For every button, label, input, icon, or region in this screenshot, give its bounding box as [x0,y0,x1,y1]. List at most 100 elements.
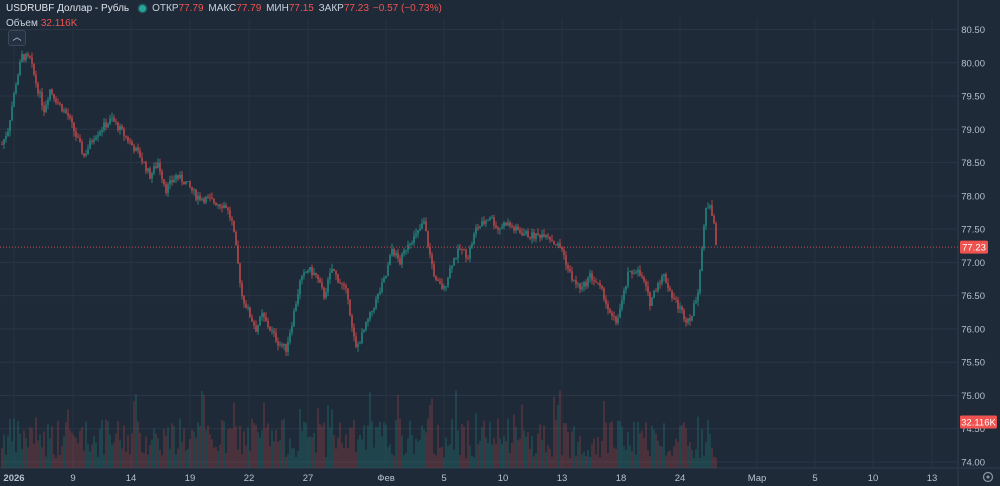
volume-bar [577,442,579,468]
volume-bar [197,422,199,468]
volume-bar [107,421,109,468]
volume-bar [213,447,215,468]
candle-body [695,300,697,304]
candle-body [457,248,459,259]
y-tick-label: 76.00 [961,324,985,335]
candle-body [679,306,681,309]
symbol-name[interactable]: USDRUBF Доллар - Рубль [6,3,130,14]
candle-body [375,298,377,309]
volume-bar [475,413,477,468]
candle-body [355,336,357,347]
chevron-up-icon[interactable]: ︿ [8,30,26,46]
candle-body [53,93,55,99]
x-tick-label: 27 [303,473,314,484]
candle-body [111,117,113,119]
candle-body [115,121,117,123]
candle-body [633,273,635,274]
volume-bar [371,421,373,468]
volume-bar [55,457,57,468]
y-tick-label: 75.50 [961,358,985,369]
volume-bar [409,420,411,468]
candle-body [431,254,433,265]
candle-body [455,258,457,260]
volume-bar [461,423,463,468]
candle-body [535,233,537,239]
candle-body [655,291,657,292]
volume-bar [97,456,99,468]
volume-bar [227,429,229,468]
candle-body [363,329,365,333]
volume-bar [317,408,319,468]
volume-bar [115,433,117,468]
volume-bar [605,422,607,468]
volume-bar [501,444,503,468]
volume-bar [109,434,111,468]
candle-body [349,299,351,316]
candle-body [409,243,411,245]
x-tick-label: 13 [927,473,938,484]
volume-bar [389,444,391,468]
candle-body [577,283,579,285]
volume-bar [185,450,187,468]
volume-bar [579,435,581,468]
candle-body [569,268,571,272]
volume-bar [249,450,251,468]
candle-body [425,221,427,232]
volume-bar [667,451,669,468]
candle-body [605,299,607,304]
volume-bar [77,443,79,468]
volume-bar [411,434,413,468]
volume-bar [313,432,315,468]
candle-body [341,283,343,285]
volume-bar [281,420,283,468]
candle-body [179,174,181,179]
candle-body [703,225,705,249]
x-tick-label: 5 [441,473,446,484]
volume-bar [399,418,401,468]
volume-bar [21,449,23,468]
candle-body [555,244,557,246]
candle-body [227,207,229,211]
volume-bar [591,444,593,468]
volume-bar [679,426,681,468]
candle-body [253,321,255,326]
volume-bar [153,428,155,468]
volume-bar [19,433,21,468]
candle-body [421,223,423,229]
volume-bar [207,425,209,468]
candle-body [399,258,401,265]
volume-bar [241,454,243,468]
volume-bar [479,440,481,468]
volume-bar [487,443,489,468]
volume-bar [1,448,3,468]
candle-body [509,222,511,227]
candle-body [85,154,87,156]
volume-bar [589,456,591,468]
volume-bar [497,418,499,468]
candle-body [267,320,269,327]
candle-body [51,89,53,94]
candle-body [539,234,541,239]
volume-bar [267,423,269,468]
candle-body [175,175,177,180]
candle-body [249,307,251,318]
candle-body [19,61,21,76]
volume-bar [343,447,345,468]
volume-bar [551,456,553,468]
volume-bar [373,447,375,468]
volume-bar [697,416,699,468]
volume-bar [687,445,689,468]
candle-body [567,265,569,269]
candle-body [113,117,115,122]
volume-bar [179,418,181,468]
candle-body [251,317,253,322]
volume-bar [517,440,519,468]
y-tick-label: 80.50 [961,25,985,36]
candle-body [551,239,553,242]
volume-bar [299,408,301,468]
candle-body [397,252,399,259]
gear-icon[interactable] [982,471,994,483]
candle-body [347,288,349,300]
